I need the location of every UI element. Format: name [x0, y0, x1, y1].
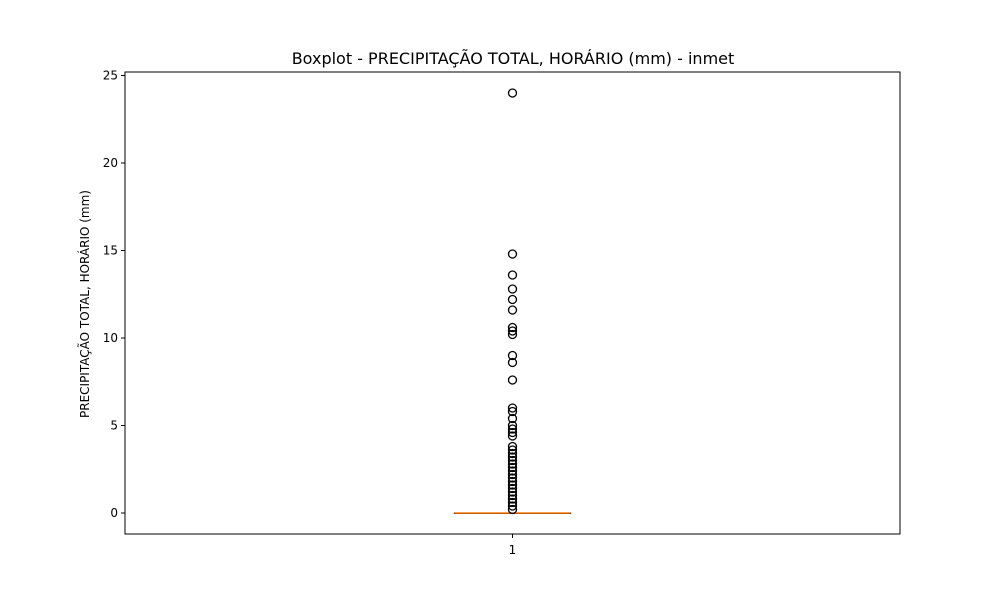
- outlier-point: [507, 459, 518, 469]
- y-tick-label: 10: [103, 331, 118, 345]
- outlier-point: [507, 473, 518, 483]
- outlier-point: [507, 497, 518, 508]
- y-axis-ticks: 0 5 10 15 20 25: [103, 69, 125, 520]
- outlier-point: [507, 403, 518, 413]
- y-axis-label: PRECIPITAÇÃO TOTAL, HORÁRIO (mm): [77, 190, 92, 418]
- outlier-point: [507, 350, 518, 361]
- outlier-point: [507, 452, 518, 462]
- outlier-point: [507, 494, 518, 504]
- y-tick-label: 25: [103, 69, 118, 83]
- x-tick-label: 1: [509, 543, 517, 557]
- outlier-point: [507, 466, 518, 476]
- outlier-point: [507, 88, 518, 98]
- outlier-point: [507, 413, 518, 424]
- outlier-point: [507, 375, 518, 385]
- outlier-point: [507, 469, 518, 480]
- outlier-point: [507, 483, 518, 494]
- outlier-point: [507, 431, 518, 441]
- outlier-point: [507, 487, 518, 497]
- outlier-point: [507, 441, 518, 452]
- outlier-point: [507, 322, 518, 333]
- box-group: [453, 88, 572, 515]
- outlier-point: [507, 424, 518, 434]
- outlier-point: [507, 476, 518, 487]
- outlier-point: [507, 249, 518, 259]
- y-tick-label: 5: [110, 419, 118, 433]
- outlier-point: [507, 326, 518, 336]
- outlier-point: [507, 329, 518, 340]
- outlier-point: [507, 427, 518, 438]
- x-axis-ticks: 1: [509, 534, 517, 557]
- outlier-point: [507, 455, 518, 466]
- outlier-point: [507, 357, 518, 368]
- outlier-point: [507, 270, 518, 280]
- outlier-point: [507, 445, 518, 455]
- outlier-point: [507, 420, 518, 431]
- outlier-point: [507, 501, 518, 511]
- outlier-point: [507, 294, 518, 305]
- outlier-point: [507, 480, 518, 490]
- outlier-point: [507, 406, 518, 417]
- y-tick-label: 20: [103, 156, 118, 170]
- chart-title: Boxplot - PRECIPITAÇÃO TOTAL, HORÁRIO (m…: [292, 49, 735, 68]
- outlier-point: [507, 305, 518, 315]
- outlier-point: [507, 462, 518, 473]
- outlier-point: [507, 504, 518, 515]
- plot-elements: [453, 88, 572, 515]
- y-tick-label: 15: [103, 244, 118, 258]
- outlier-point: [507, 448, 518, 459]
- outlier-point: [507, 284, 518, 294]
- y-tick-label: 0: [110, 506, 118, 520]
- outlier-point: [507, 490, 518, 501]
- plot-frame: [124, 71, 901, 535]
